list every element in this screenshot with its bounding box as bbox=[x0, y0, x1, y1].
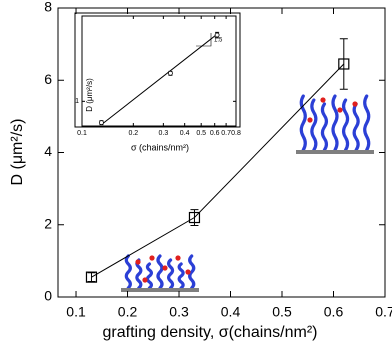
brush-chain bbox=[331, 94, 339, 152]
polymer-brush-cartoons bbox=[121, 94, 374, 292]
inset-background bbox=[74, 12, 241, 128]
fit-line bbox=[101, 33, 218, 125]
particle bbox=[352, 101, 358, 107]
brush-chain bbox=[124, 254, 132, 290]
particle bbox=[320, 97, 326, 103]
brush-chain bbox=[135, 258, 143, 290]
x-tick-label: 0.6 bbox=[210, 130, 220, 137]
x-tick-label: 0.5 bbox=[196, 130, 206, 137]
particle bbox=[149, 255, 155, 261]
particle bbox=[135, 259, 141, 265]
y-tick-label: 6 bbox=[44, 71, 52, 87]
substrate bbox=[296, 150, 374, 154]
x-tick-label: 0.3 bbox=[158, 130, 168, 137]
particle bbox=[185, 269, 191, 275]
data-point bbox=[214, 32, 220, 38]
brush-chain bbox=[177, 262, 185, 290]
x-tick-label: 0.4 bbox=[180, 130, 190, 137]
x-tick-label: 0.1 bbox=[66, 304, 86, 320]
brush-chain bbox=[320, 102, 329, 152]
brush-chain bbox=[299, 94, 307, 152]
brush-chain bbox=[341, 98, 350, 152]
brush-chain bbox=[166, 258, 175, 290]
particle bbox=[337, 107, 343, 113]
particle bbox=[162, 265, 168, 271]
x-tick-label: 0.6 bbox=[324, 304, 344, 320]
plot-frame bbox=[81, 15, 237, 127]
slope-triangle bbox=[196, 33, 212, 47]
x-tick-label: 0.8 bbox=[231, 130, 241, 137]
particle bbox=[307, 117, 313, 123]
slope-annotation: 1.5 bbox=[214, 38, 223, 44]
data-point bbox=[99, 120, 104, 126]
x-tick-label: 0.2 bbox=[118, 304, 138, 320]
brush-chain bbox=[156, 254, 164, 290]
x-tick-label: 0.7 bbox=[221, 130, 231, 137]
substrate bbox=[121, 288, 199, 292]
brush-chain bbox=[310, 98, 318, 152]
data-point bbox=[85, 271, 98, 283]
brush-chain bbox=[145, 262, 154, 290]
y-tick-label: 4 bbox=[44, 143, 52, 159]
brush-chain bbox=[188, 254, 196, 290]
x-tick-label: 0.2 bbox=[128, 130, 138, 137]
inset-y-axis-label: D (μm²/s) bbox=[85, 78, 94, 112]
brush-chain bbox=[363, 94, 371, 152]
particle bbox=[142, 277, 148, 283]
data-point bbox=[338, 58, 350, 70]
inset-x-axis-label: σ (chains/nm²) bbox=[131, 142, 189, 152]
x-tick-label: 0.1 bbox=[77, 130, 87, 137]
data-point bbox=[188, 211, 201, 224]
y-tick-label: 2 bbox=[44, 215, 52, 231]
brush-chain bbox=[352, 102, 360, 152]
x-axis-label: grafting density, σ(chains/nm²) bbox=[103, 324, 318, 341]
y-tick-label: 0 bbox=[44, 288, 52, 304]
x-tick-label: 0.4 bbox=[221, 304, 241, 320]
y-tick-label: 1 bbox=[75, 98, 79, 105]
error-bar bbox=[87, 272, 96, 282]
y-tick-label: 8 bbox=[44, 0, 52, 15]
particle bbox=[175, 255, 181, 261]
x-tick-label: 0.5 bbox=[272, 304, 292, 320]
x-tick-label: 0.3 bbox=[169, 304, 189, 320]
data-point bbox=[168, 70, 173, 76]
x-tick-label: 0.7 bbox=[375, 304, 392, 320]
y-axis-label: D (μm²/s) bbox=[9, 119, 26, 186]
error-bar bbox=[339, 38, 348, 90]
